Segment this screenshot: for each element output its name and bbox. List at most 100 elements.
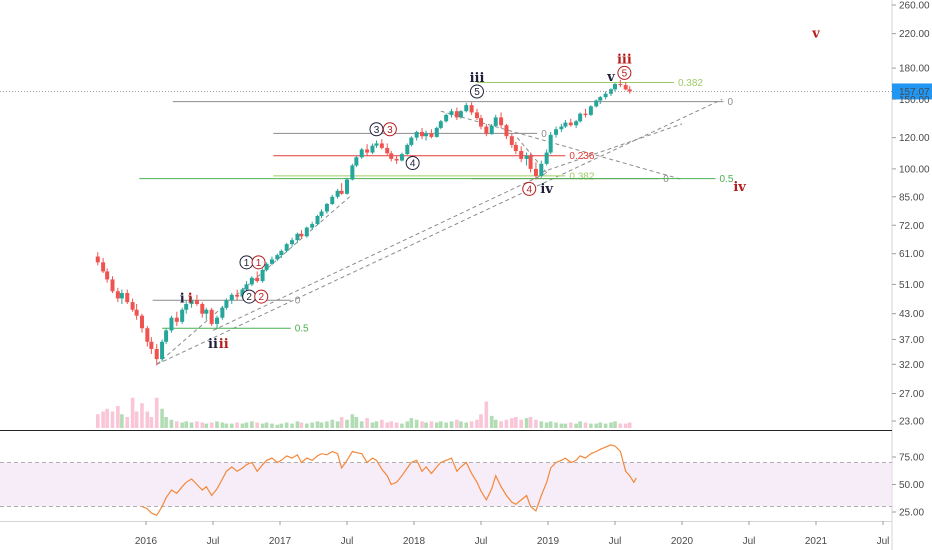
volume-bar <box>145 411 150 428</box>
candle-body <box>454 111 459 118</box>
candle-body <box>493 117 498 126</box>
wave-circle-marker <box>251 255 266 270</box>
volume-bar <box>255 422 260 428</box>
candle-body <box>464 105 469 112</box>
fib-level-label: 0 <box>295 296 301 307</box>
candle-body <box>544 152 549 164</box>
fib-level-label: 0.382 <box>678 78 703 89</box>
candle-body <box>279 250 284 256</box>
volume-bar <box>149 417 154 428</box>
candle-body <box>474 112 479 119</box>
time-tick-label: 2018 <box>403 536 426 547</box>
volume-bar <box>475 419 479 428</box>
wave-circle-label: 2 <box>246 292 252 303</box>
wave-circle-label: 5 <box>474 87 480 98</box>
volume-bar <box>559 423 564 428</box>
price-tick-label: 100.00 <box>899 164 930 175</box>
time-tick-label: Jul <box>475 536 488 547</box>
candle-body <box>174 317 179 322</box>
candle-body <box>528 155 533 169</box>
wave-circle-marker <box>382 122 397 137</box>
candle-body <box>229 294 234 301</box>
volume-bar <box>101 411 105 428</box>
wave-circle-marker <box>405 156 420 171</box>
price-tick-label: 72.00 <box>899 221 924 232</box>
candle-body <box>319 211 324 216</box>
volume-bar <box>444 422 448 428</box>
volume-bar <box>359 421 364 428</box>
candle-body <box>95 256 100 263</box>
fib-level-label: 0.5 <box>720 174 734 185</box>
candle-body <box>389 153 394 159</box>
rsi-layer <box>0 444 892 517</box>
candle-body <box>434 127 439 137</box>
volume-bar <box>140 403 144 428</box>
candle-body <box>330 196 335 204</box>
candle-body <box>339 190 344 194</box>
volume-bar <box>554 422 558 428</box>
candle-body <box>220 307 225 318</box>
trend-line <box>212 171 549 331</box>
volume-bar <box>105 408 109 428</box>
volume-bar <box>95 414 100 428</box>
current-price-tag <box>892 83 932 100</box>
candle-body <box>627 89 632 92</box>
volume-bar <box>134 411 139 428</box>
candle-body <box>458 111 463 118</box>
wave-circle-marker <box>254 289 269 304</box>
price-tick-label: 27.00 <box>899 389 924 400</box>
volume-bar <box>299 422 304 428</box>
volume-bar <box>539 421 544 428</box>
volume-bar <box>240 423 245 428</box>
rsi-tick-label: 75.00 <box>899 453 924 464</box>
candle-body <box>623 85 628 90</box>
candle-body <box>563 122 568 127</box>
volume-bar <box>504 419 509 428</box>
candle-body <box>101 262 106 272</box>
candle-body <box>180 309 185 322</box>
volume-bar <box>409 418 414 428</box>
time-tick-label: 2021 <box>805 536 828 547</box>
volume-bar <box>534 419 538 428</box>
wave-circle-label: 1 <box>256 258 262 269</box>
candle-body <box>379 143 384 148</box>
time-tick-label: 2019 <box>537 536 560 547</box>
time-tick-label: Jul <box>341 536 354 547</box>
volume-bar <box>184 421 188 428</box>
volume-bar <box>325 421 329 428</box>
candle-body <box>399 154 404 161</box>
candle-body <box>469 105 474 113</box>
trend-line <box>156 98 723 365</box>
volume-bar <box>574 423 578 428</box>
volume-bar <box>528 417 533 428</box>
price-tick-label: 85.00 <box>899 192 924 203</box>
price-tick-label: 37.00 <box>899 335 924 346</box>
candle-body <box>394 158 399 161</box>
candle-body <box>504 125 509 137</box>
volume-bar <box>125 417 130 428</box>
candle-body <box>603 93 608 98</box>
candle-body <box>613 84 617 90</box>
candle-body <box>119 293 124 299</box>
candle-body <box>405 144 410 155</box>
candle-body <box>524 155 529 159</box>
price-tick-label: 61.00 <box>899 249 924 260</box>
candle-body <box>154 348 159 360</box>
volume-bar <box>493 419 498 428</box>
candle-body <box>110 279 115 292</box>
volume-bar <box>264 422 269 428</box>
candle-body <box>169 317 174 331</box>
candle-body <box>519 151 524 159</box>
volume-bar <box>235 422 239 428</box>
volume-bar <box>544 422 549 428</box>
candle-body <box>568 122 573 126</box>
price-tick-label: 220.00 <box>899 29 930 40</box>
volume-bar <box>524 418 529 428</box>
volume-bar <box>339 417 344 428</box>
volume-bar <box>449 421 454 428</box>
price-tick-label: 120.00 <box>899 133 930 144</box>
volume-bar <box>548 421 553 428</box>
candle-body <box>588 106 593 115</box>
volume-bar <box>315 421 320 428</box>
